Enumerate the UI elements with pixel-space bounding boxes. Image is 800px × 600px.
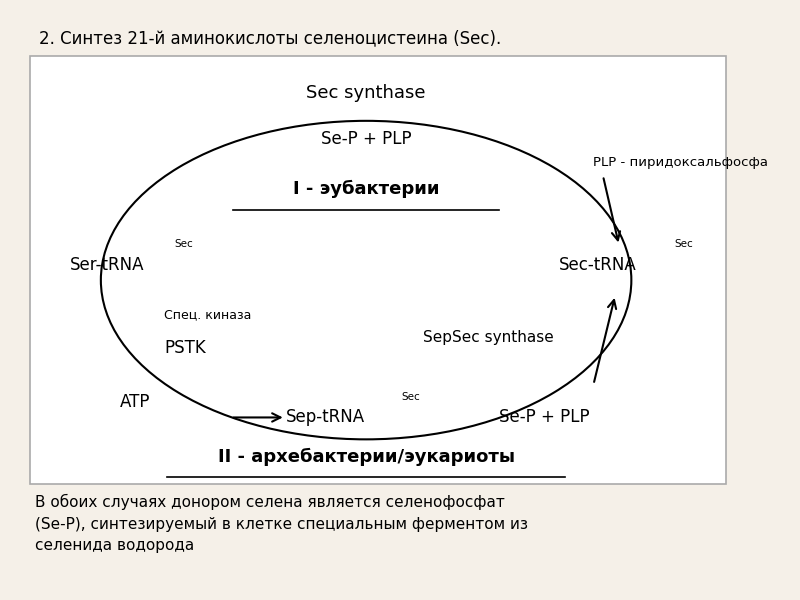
Text: II - архебактерии/эукариоты: II - архебактерии/эукариоты bbox=[218, 448, 514, 466]
FancyBboxPatch shape bbox=[30, 56, 726, 484]
Text: Se-P + PLP: Se-P + PLP bbox=[498, 409, 590, 427]
Text: Se-P + PLP: Se-P + PLP bbox=[321, 130, 411, 148]
Text: I - эубактерии: I - эубактерии bbox=[293, 179, 439, 197]
Text: PLP - пиридоксальфосфа: PLP - пиридоксальфосфа bbox=[594, 156, 769, 169]
Text: Sec: Sec bbox=[401, 392, 420, 401]
Text: Sec: Sec bbox=[174, 239, 194, 249]
Text: Sec-tRNA: Sec-tRNA bbox=[558, 256, 636, 274]
Text: В обоих случаях донором селена является селенофосфат
(Se-P), синтезируемый в кле: В обоих случаях донором селена является … bbox=[34, 494, 527, 553]
Text: Спец. киназа: Спец. киназа bbox=[164, 308, 252, 322]
Text: SepSec synthase: SepSec synthase bbox=[423, 331, 554, 346]
Text: Sec synthase: Sec synthase bbox=[306, 84, 426, 102]
Text: PSTK: PSTK bbox=[164, 339, 206, 357]
Text: Sep-tRNA: Sep-tRNA bbox=[286, 409, 365, 427]
Text: Ser-tRNA: Ser-tRNA bbox=[70, 256, 144, 274]
Text: ATP: ATP bbox=[120, 392, 150, 410]
Text: 2. Синтез 21-й аминокислоты селеноцистеина (Sec).: 2. Синтез 21-й аминокислоты селеноцистеи… bbox=[39, 29, 502, 47]
Text: Sec: Sec bbox=[674, 239, 693, 249]
